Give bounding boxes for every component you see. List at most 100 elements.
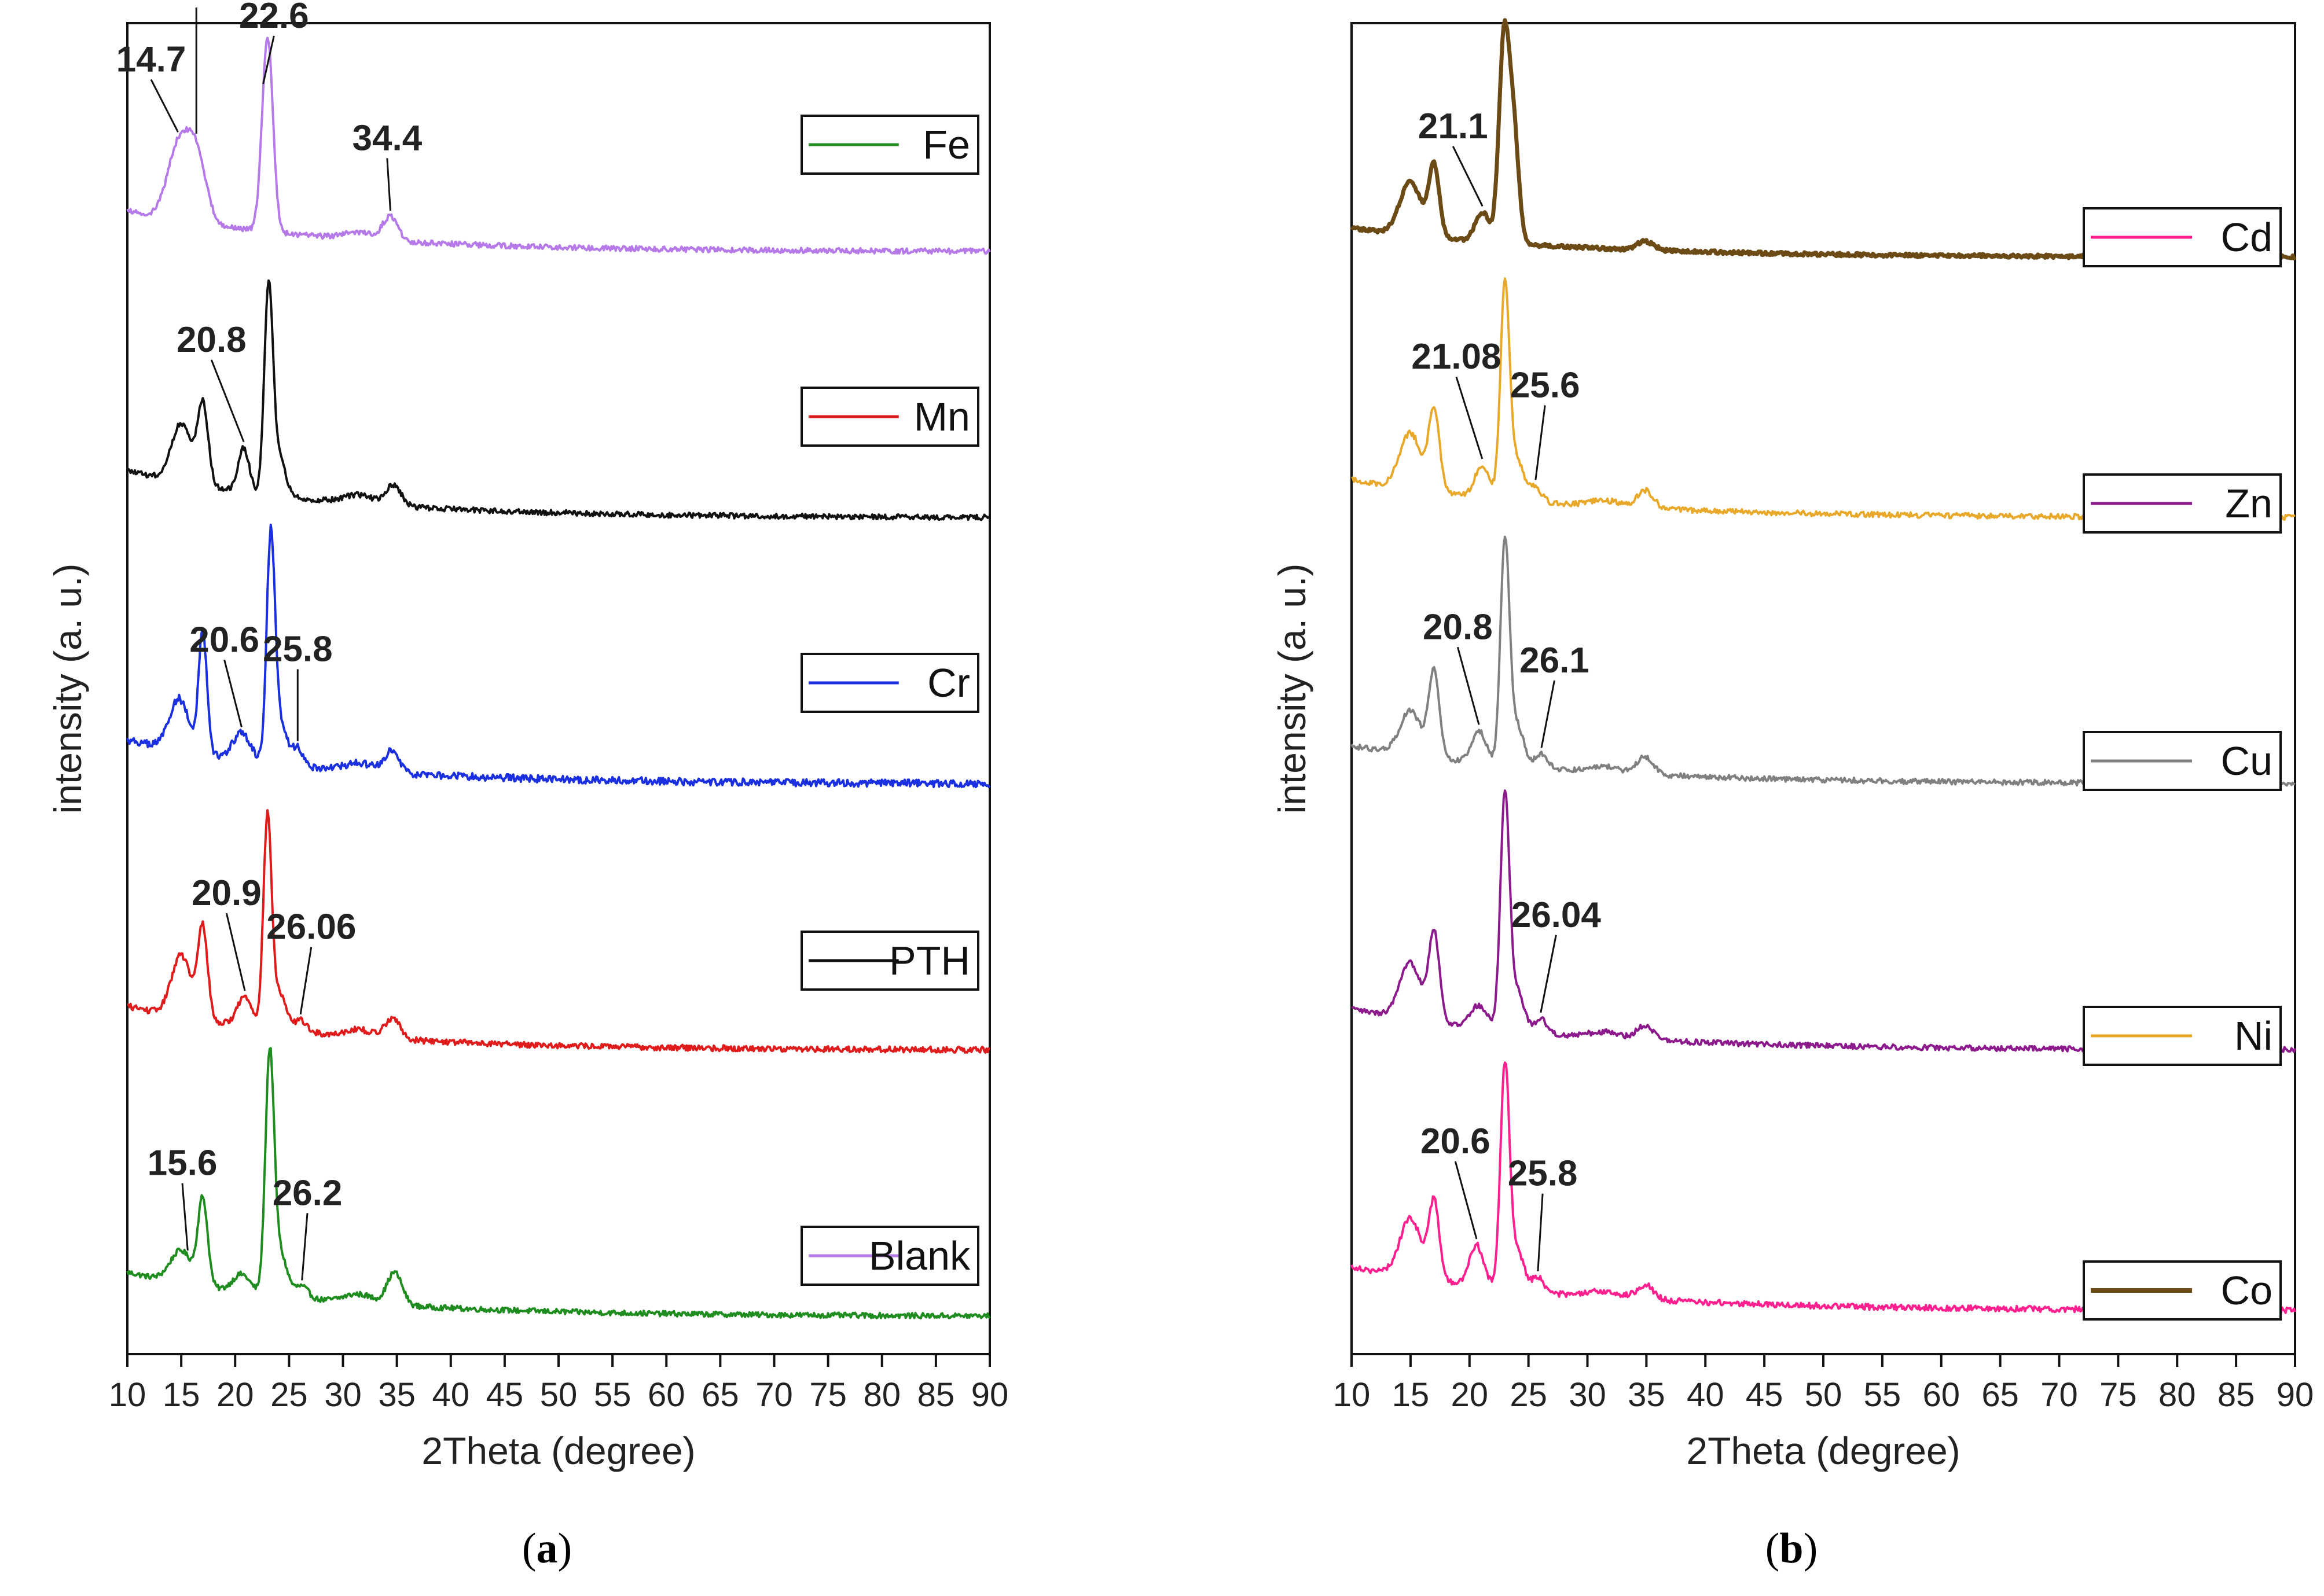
x-tick-label-b-55: 55 bbox=[1864, 1376, 1901, 1414]
peak-label-cr-0: 20.6 bbox=[189, 620, 259, 660]
series-group-a bbox=[126, 36, 991, 1320]
legend-label-zn: Zn bbox=[2225, 481, 2272, 526]
peak-leader-cd-1 bbox=[1537, 1193, 1544, 1271]
peak-label-cd-1: 25.8 bbox=[1508, 1154, 1578, 1194]
series-line-mn bbox=[127, 809, 990, 1054]
y-axis-title-b: intensity (a. u.) bbox=[1271, 564, 1313, 814]
x-tick-label-b-40: 40 bbox=[1687, 1376, 1724, 1414]
caption-letter-a: a bbox=[537, 1525, 558, 1572]
x-tick-label-b-45: 45 bbox=[1746, 1376, 1783, 1414]
caption-b: (b) bbox=[1765, 1525, 1818, 1572]
x-tick-label-b-20: 20 bbox=[1451, 1376, 1488, 1414]
caption-a: (a) bbox=[522, 1525, 572, 1572]
series-line-fe bbox=[126, 1047, 991, 1320]
annotations-group-a: 15.6 26.2 20.926.06 20.625.8 20.8 14.7 16.4 22.… bbox=[116, 0, 423, 1281]
x-tick-label-a-75: 75 bbox=[809, 1376, 847, 1414]
legend-co: Co bbox=[2083, 1260, 2282, 1321]
x-tick-label-a-65: 65 bbox=[702, 1376, 739, 1414]
x-ticks-b: 10 15 20 25 30 35 40 45 50 55 60 65 70 75 80 85 90 bbox=[1333, 1354, 2314, 1414]
peak-label-cu-0: 20.8 bbox=[1423, 607, 1493, 647]
legend-label-cr: Cr bbox=[927, 660, 970, 705]
legend-label-cu: Cu bbox=[2221, 738, 2272, 784]
peak-leader-cu-0 bbox=[1456, 646, 1480, 725]
peak-leader-cr-0 bbox=[223, 659, 243, 727]
peak-leader-blank-0 bbox=[150, 79, 179, 133]
peak-label-ni-1: 25.6 bbox=[1510, 365, 1580, 405]
x-axis-title-a: 2Theta (degree) bbox=[421, 1429, 695, 1472]
legends-group-b: Cd Zn Cu Ni Co bbox=[2083, 207, 2282, 1321]
peak-leader-zn-0 bbox=[1540, 935, 1557, 1013]
legend-fe: Fe bbox=[801, 115, 979, 175]
x-tick-label-a-50: 50 bbox=[540, 1376, 578, 1414]
x-tick-label-b-25: 25 bbox=[1510, 1376, 1547, 1414]
legend-pth: PTH bbox=[801, 931, 979, 991]
peak-leader-blank-2 bbox=[262, 35, 275, 84]
series-line-cr bbox=[126, 523, 991, 789]
x-tick-label-b-65: 65 bbox=[1981, 1376, 2019, 1414]
peak-label-blank-2: 22.6 bbox=[239, 0, 309, 36]
peak-label-cd-0: 20.6 bbox=[1420, 1121, 1490, 1161]
x-tick-label-b-85: 85 bbox=[2217, 1376, 2255, 1414]
x-tick-label-a-60: 60 bbox=[648, 1376, 685, 1414]
x-tick-label-a-85: 85 bbox=[917, 1376, 955, 1414]
peak-label-mn-1: 26.06 bbox=[266, 907, 356, 947]
legend-cr: Cr bbox=[801, 653, 979, 713]
x-tick-label-a-15: 15 bbox=[163, 1376, 200, 1414]
peak-leader-ni-0 bbox=[1455, 376, 1484, 459]
peak-leader-blank-3 bbox=[386, 158, 391, 211]
peak-leader-ni-1 bbox=[1534, 405, 1546, 480]
x-tick-label-a-55: 55 bbox=[594, 1376, 632, 1414]
x-axis-title-b: 2Theta (degree) bbox=[1686, 1429, 1960, 1472]
legend-blank: Blank bbox=[801, 1226, 979, 1286]
x-ticks-a: 10 15 20 25 30 35 40 45 50 55 60 65 70 75 80 85 90 bbox=[109, 1354, 1009, 1414]
legend-zn: Zn bbox=[2083, 473, 2282, 534]
legend-label-cd: Cd bbox=[2221, 215, 2272, 260]
peak-label-cr-1: 25.8 bbox=[263, 630, 333, 670]
peak-label-pth-0: 20.8 bbox=[177, 320, 247, 360]
x-tick-label-b-60: 60 bbox=[1922, 1376, 1960, 1414]
x-tick-label-b-35: 35 bbox=[1628, 1376, 1665, 1414]
peak-leader-co-0 bbox=[1452, 146, 1484, 207]
x-tick-label-b-70: 70 bbox=[2040, 1376, 2078, 1414]
peak-label-fe-1: 26.2 bbox=[273, 1173, 343, 1213]
peak-label-co-0: 21.1 bbox=[1418, 106, 1488, 146]
series-line-blank bbox=[126, 36, 991, 255]
legend-label-blank: Blank bbox=[869, 1233, 971, 1278]
peak-leader-mn-0 bbox=[225, 913, 246, 991]
peak-label-zn-0: 26.04 bbox=[1511, 895, 1602, 935]
peak-label-mn-0: 20.9 bbox=[192, 873, 262, 913]
x-tick-label-a-30: 30 bbox=[324, 1376, 362, 1414]
peak-leader-cd-0 bbox=[1454, 1161, 1478, 1240]
x-tick-label-b-75: 75 bbox=[2099, 1376, 2137, 1414]
x-tick-label-a-35: 35 bbox=[378, 1376, 416, 1414]
peak-leader-pth-0 bbox=[210, 359, 245, 443]
legend-mn: Mn bbox=[801, 387, 979, 447]
legend-ni: Ni bbox=[2083, 1006, 2282, 1066]
x-tick-label-b-30: 30 bbox=[1569, 1376, 1606, 1414]
caption-open-a: ( bbox=[522, 1525, 537, 1572]
caption-letter-b: b bbox=[1779, 1525, 1803, 1572]
x-tick-label-b-50: 50 bbox=[1805, 1376, 1842, 1414]
x-tick-label-a-45: 45 bbox=[486, 1376, 524, 1414]
peak-label-blank-3: 34.4 bbox=[353, 118, 423, 158]
peak-leader-mn-1 bbox=[299, 947, 313, 1015]
legends-group-a: Fe Mn Cr PTH Blank bbox=[801, 115, 979, 1286]
peak-label-blank-1: 16.4 bbox=[161, 0, 232, 8]
peak-leader-fe-1 bbox=[301, 1213, 309, 1281]
caption-open-b: ( bbox=[1765, 1525, 1780, 1572]
x-tick-label-a-20: 20 bbox=[216, 1376, 254, 1414]
x-tick-label-a-90: 90 bbox=[971, 1376, 1009, 1414]
y-axis-title-a: intensity (a. u.) bbox=[46, 564, 89, 814]
x-tick-label-b-10: 10 bbox=[1333, 1376, 1371, 1414]
legend-label-co: Co bbox=[2221, 1268, 2272, 1313]
x-tick-label-b-15: 15 bbox=[1392, 1376, 1430, 1414]
peak-label-blank-0: 14.7 bbox=[116, 39, 186, 79]
legend-cu: Cu bbox=[2083, 731, 2282, 791]
peak-label-ni-0: 21.08 bbox=[1411, 337, 1501, 377]
legend-label-mn: Mn bbox=[914, 394, 970, 439]
x-tick-label-b-90: 90 bbox=[2277, 1376, 2314, 1414]
x-tick-label-a-70: 70 bbox=[755, 1376, 793, 1414]
